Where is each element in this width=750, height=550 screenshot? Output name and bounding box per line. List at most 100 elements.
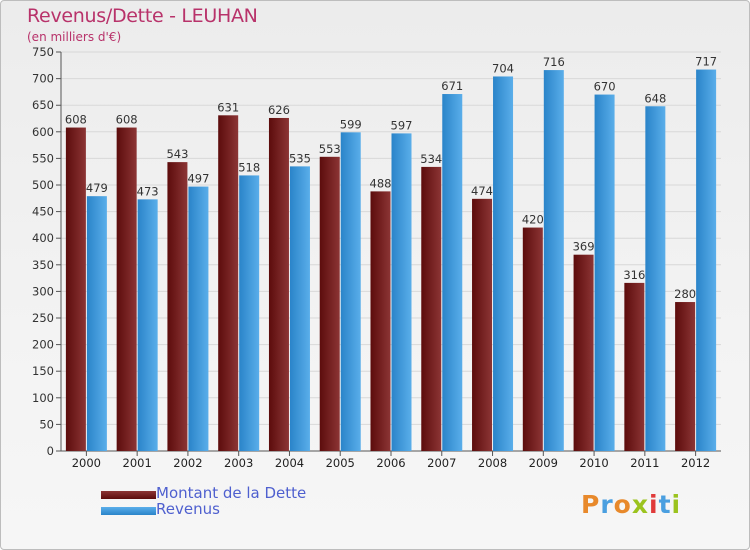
bar-dette <box>167 162 188 451</box>
logo-letter: i <box>671 490 682 519</box>
legend-swatch-dette <box>101 491 156 499</box>
bar-revenus <box>86 196 107 451</box>
x-tick-label: 2003 <box>224 456 253 470</box>
bar-revenus <box>696 69 717 451</box>
axes: 0 50 100 150 200 250 300 350 400 450 500 550 600 650 7… <box>32 45 721 470</box>
data-label-revenus: 599 <box>340 117 362 131</box>
x-tick-label: 2000 <box>72 456 101 470</box>
y-tick-label: 0 <box>47 444 54 458</box>
data-label-revenus: 671 <box>441 79 463 93</box>
y-tick-label: 750 <box>32 45 54 59</box>
logo-letter: P <box>581 490 601 519</box>
chart-unit-label: (en milliers d'€) <box>27 30 122 44</box>
bar-revenus <box>442 94 463 451</box>
bar-dette <box>472 198 493 451</box>
x-tick-label: 2006 <box>376 456 405 470</box>
logo-letter: t <box>658 490 672 519</box>
data-label-dette: 553 <box>319 142 341 156</box>
logo-letter: o <box>613 490 632 519</box>
data-label-revenus: 479 <box>86 181 108 195</box>
proxiti-logo[interactable]: Proxiti <box>581 490 681 519</box>
legend-label-revenus: Revenus <box>156 500 220 518</box>
bar-dette <box>421 166 442 452</box>
logo-letter: i <box>649 490 659 519</box>
y-tick-label: 650 <box>32 98 54 112</box>
x-tick-label: 2010 <box>579 456 608 470</box>
y-tick-label: 450 <box>32 205 54 219</box>
bar-revenus <box>645 106 666 451</box>
bar-dette <box>624 282 645 451</box>
data-label-dette: 543 <box>166 147 188 161</box>
bar-dette <box>675 302 696 451</box>
logo-letter: x <box>631 490 649 519</box>
data-label-dette: 474 <box>471 184 493 198</box>
x-tick-label: 2005 <box>326 456 355 470</box>
legend-swatch-revenus <box>101 507 156 515</box>
logo-letter: r <box>600 490 614 519</box>
bar-dette <box>370 191 391 451</box>
bar-dette <box>573 254 594 451</box>
bar-dette <box>116 127 137 451</box>
data-label-revenus: 704 <box>492 61 514 75</box>
bar-revenus <box>543 70 564 451</box>
y-tick-label: 400 <box>32 231 54 245</box>
data-label-revenus: 597 <box>391 118 413 132</box>
bar-revenus <box>594 94 615 451</box>
y-tick-label: 300 <box>32 284 54 298</box>
data-labels: 608 479 608 473 543 497 631 518 626 535 553 599 488 5… <box>65 55 717 301</box>
data-label-revenus: 497 <box>187 172 209 186</box>
bar-dette <box>319 156 340 451</box>
bar-dette <box>268 117 289 451</box>
x-tick-label: 2011 <box>630 456 659 470</box>
y-tick-label: 50 <box>39 417 54 431</box>
bar-revenus <box>340 132 361 451</box>
bar-revenus <box>289 166 310 451</box>
y-tick-label: 250 <box>32 311 54 325</box>
data-label-dette: 608 <box>65 113 87 127</box>
x-tick-label: 2012 <box>681 456 710 470</box>
y-tick-label: 150 <box>32 364 54 378</box>
x-tick-label: 2009 <box>529 456 558 470</box>
x-tick-label: 2008 <box>478 456 507 470</box>
y-tick-label: 550 <box>32 151 54 165</box>
data-label-revenus: 670 <box>594 80 616 94</box>
bar-dette <box>522 227 543 451</box>
data-label-dette: 280 <box>674 287 696 301</box>
x-tick-label: 2004 <box>275 456 304 470</box>
bar-revenus <box>493 76 514 452</box>
y-tick-label: 600 <box>32 125 54 139</box>
data-label-dette: 420 <box>522 213 544 227</box>
data-label-revenus: 473 <box>137 184 159 198</box>
data-label-dette: 488 <box>370 176 392 190</box>
data-label-revenus: 717 <box>695 55 717 69</box>
y-tick-label: 500 <box>32 178 54 192</box>
y-tick-label: 100 <box>32 391 54 405</box>
x-tick-label: 2002 <box>173 456 202 470</box>
y-tick-label: 350 <box>32 258 54 272</box>
data-label-dette: 626 <box>268 103 290 117</box>
y-tick-label: 200 <box>32 338 54 352</box>
x-tick-label: 2001 <box>123 456 152 470</box>
data-label-dette: 369 <box>573 240 595 254</box>
bar-revenus <box>391 133 412 451</box>
bar-dette <box>65 127 86 451</box>
data-label-revenus: 716 <box>543 55 565 69</box>
data-label-dette: 316 <box>623 268 645 282</box>
y-tick-label: 700 <box>32 72 54 86</box>
gridlines <box>61 51 721 452</box>
data-label-revenus: 648 <box>644 91 666 105</box>
data-label-dette: 631 <box>217 100 239 114</box>
bar-revenus <box>137 199 158 451</box>
data-label-dette: 608 <box>116 113 138 127</box>
legend-label-dette: Montant de la Dette <box>156 484 307 502</box>
data-label-dette: 534 <box>420 152 442 166</box>
data-label-revenus: 535 <box>289 151 311 165</box>
data-label-revenus: 518 <box>238 160 260 174</box>
bar-dette <box>218 115 239 452</box>
bar-revenus <box>188 186 209 451</box>
bar-revenus <box>239 175 260 451</box>
chart-title: Revenus/Dette - LEUHAN <box>27 5 258 27</box>
bars <box>65 69 717 452</box>
